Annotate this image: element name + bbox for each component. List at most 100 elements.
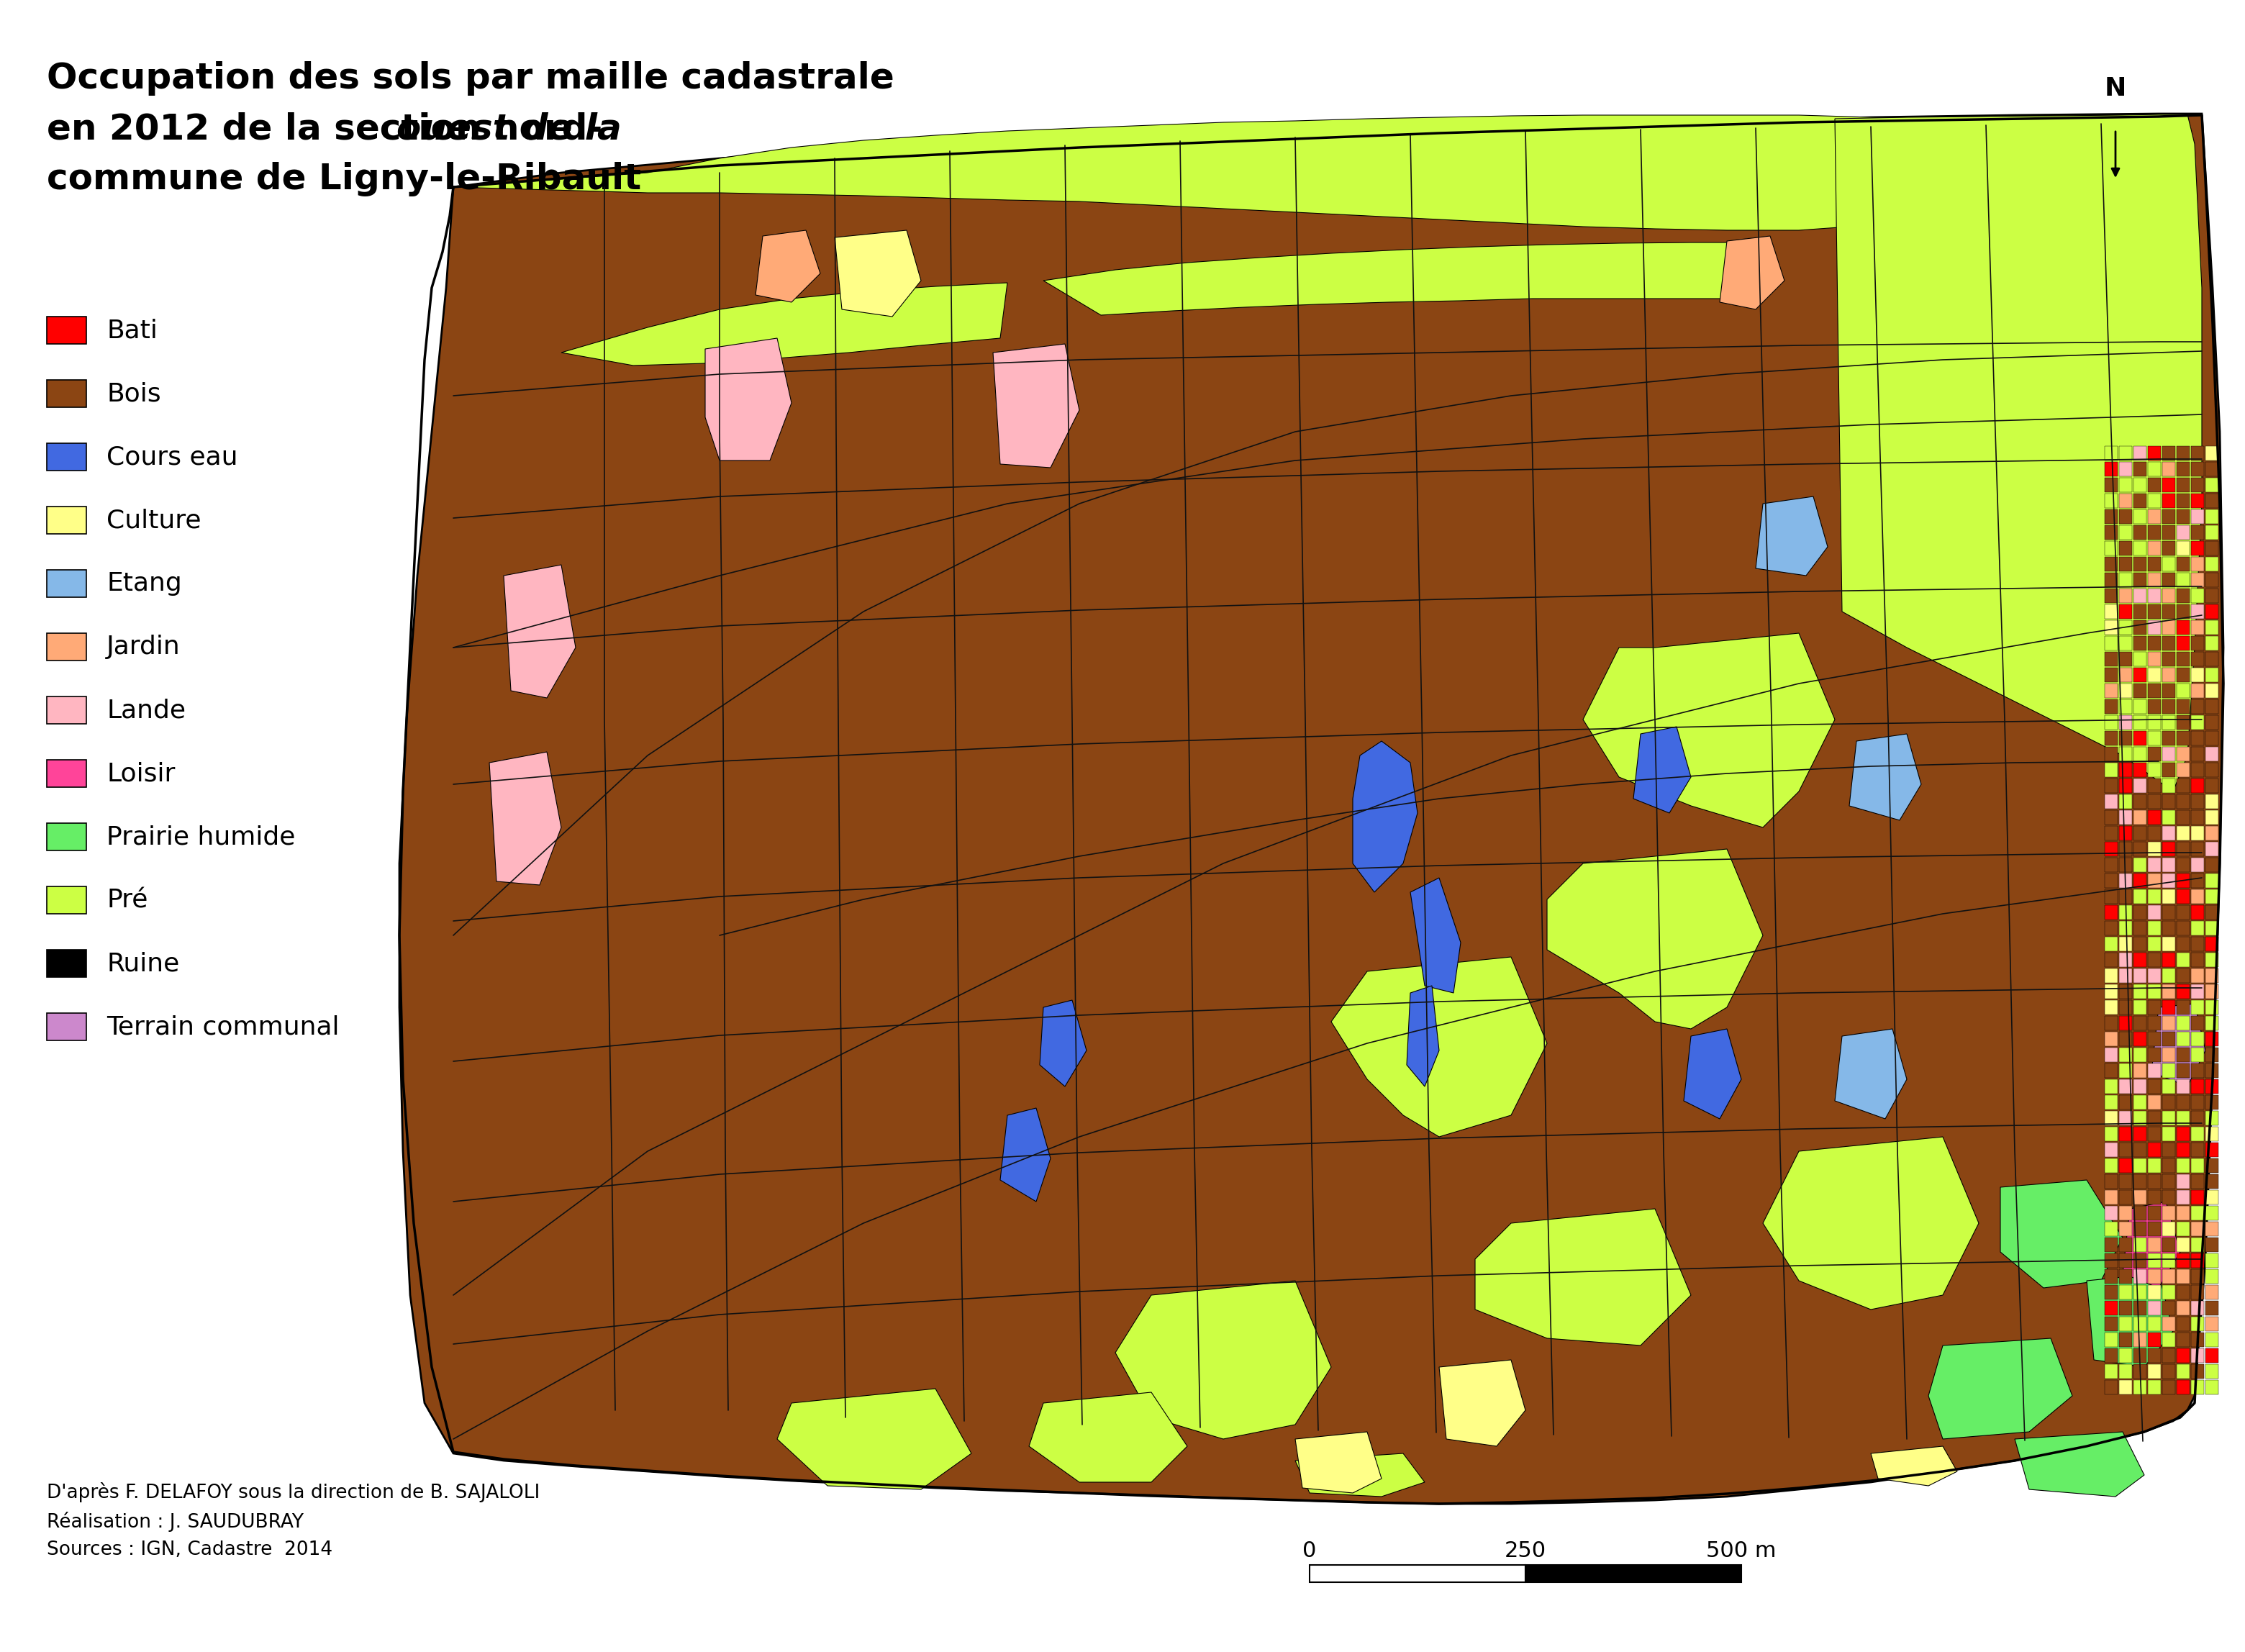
Bar [2162, 905, 2175, 920]
Bar [2133, 920, 2146, 935]
Bar [2205, 732, 2218, 745]
Bar [2133, 985, 2146, 999]
Bar [2148, 1158, 2160, 1173]
Bar [2191, 1079, 2205, 1094]
Bar [2106, 747, 2117, 762]
Bar [2162, 653, 2175, 666]
Text: Loisir: Loisir [106, 762, 175, 786]
Bar [2205, 1143, 2218, 1156]
Bar [2205, 968, 2218, 983]
Polygon shape [1331, 957, 1547, 1137]
Text: Jardin: Jardin [106, 634, 180, 659]
Bar [2205, 1032, 2218, 1046]
Bar [2191, 1127, 2205, 1142]
Bar [2162, 525, 2175, 540]
Bar [2133, 843, 2146, 856]
Bar [2162, 778, 2175, 793]
Bar [2205, 905, 2218, 920]
Bar [2133, 653, 2146, 666]
Bar [2178, 920, 2189, 935]
Bar [2178, 1317, 2189, 1332]
Bar [2205, 747, 2218, 762]
Bar [2133, 463, 2146, 476]
Bar [2205, 826, 2218, 841]
Bar [2148, 1348, 2160, 1363]
Bar [2191, 1064, 2205, 1077]
Bar [2106, 1143, 2117, 1156]
Bar [2148, 1254, 2160, 1267]
Bar [2178, 699, 2189, 714]
Bar [47, 950, 85, 976]
Bar [2106, 1237, 2117, 1252]
Bar [2191, 968, 2205, 983]
Bar [2191, 1333, 2205, 1346]
Bar [2133, 953, 2146, 966]
Bar [2119, 636, 2133, 651]
Bar [2205, 778, 2218, 793]
Bar [2148, 857, 2160, 872]
Bar [2119, 843, 2133, 856]
Bar [2133, 542, 2146, 555]
Bar [2205, 1127, 2218, 1142]
Bar [47, 823, 85, 851]
Bar [2162, 795, 2175, 809]
Bar [2205, 1300, 2218, 1315]
Bar [2119, 1379, 2133, 1394]
Bar [2148, 1095, 2160, 1110]
Bar [2162, 542, 2175, 555]
Bar [2106, 763, 2117, 776]
Bar [47, 633, 85, 661]
Bar [2148, 874, 2160, 887]
Bar [2162, 1348, 2175, 1363]
Bar [2119, 1348, 2133, 1363]
Bar [47, 380, 85, 408]
Bar [2133, 809, 2146, 824]
Bar [2178, 1158, 2189, 1173]
Text: commune de Ligny-le-Ribault: commune de Ligny-le-Ribault [47, 162, 642, 197]
Bar [2119, 1175, 2133, 1189]
Polygon shape [1583, 633, 1834, 828]
Bar [2119, 1222, 2133, 1236]
Bar [2133, 557, 2146, 572]
Bar [2162, 763, 2175, 776]
Bar [2205, 763, 2218, 776]
Bar [2205, 1317, 2218, 1332]
Bar [2133, 573, 2146, 586]
Bar [2191, 1158, 2205, 1173]
Bar [2119, 494, 2133, 507]
Bar [2191, 1379, 2205, 1394]
Bar [2119, 968, 2133, 983]
Bar [2162, 747, 2175, 762]
Bar [2148, 999, 2160, 1014]
Bar [2178, 715, 2189, 730]
Bar [2133, 1254, 2146, 1267]
Bar [2148, 620, 2160, 634]
Bar [2162, 1064, 2175, 1077]
Bar [2205, 1064, 2218, 1077]
Bar [2119, 937, 2133, 952]
Bar [2162, 1222, 2175, 1236]
Bar [2119, 1064, 2133, 1077]
Bar [2148, 1175, 2160, 1189]
Bar [2133, 1285, 2146, 1300]
Bar [2162, 1379, 2175, 1394]
Bar [2148, 937, 2160, 952]
Bar [2106, 684, 2117, 697]
Bar [2178, 1365, 2189, 1378]
Bar [2191, 636, 2205, 651]
Polygon shape [503, 565, 575, 697]
Text: Bois: Bois [106, 382, 162, 406]
Bar [2191, 1016, 2205, 1031]
Text: N: N [2104, 76, 2126, 101]
Bar [2148, 732, 2160, 745]
Bar [2205, 937, 2218, 952]
Polygon shape [1475, 1209, 1690, 1345]
Bar [2191, 857, 2205, 872]
Bar [2191, 494, 2205, 507]
Bar [2133, 732, 2146, 745]
Bar [2119, 588, 2133, 603]
Bar [2133, 446, 2146, 461]
Bar [2119, 699, 2133, 714]
Bar [2119, 747, 2133, 762]
Bar [2205, 667, 2218, 682]
